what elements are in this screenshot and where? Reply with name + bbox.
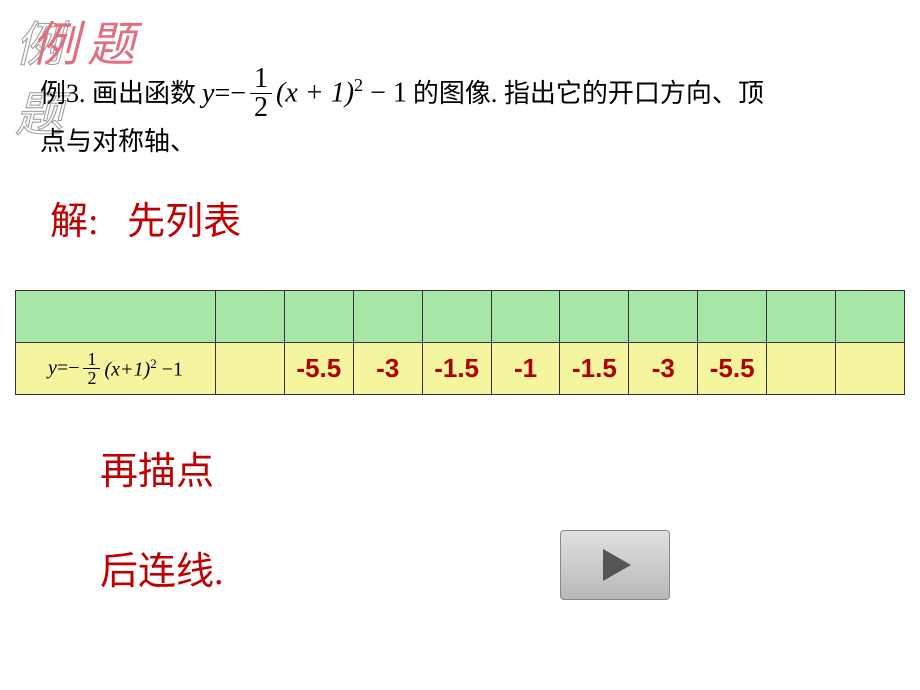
- problem-suffix-1: 的图像. 指出它的开口方向、顶: [413, 74, 764, 113]
- table-cell: -1.5: [434, 353, 479, 383]
- table-cell: -5.5: [710, 353, 755, 383]
- value-table: y = − 1 2 (x+1)2 −1 -5.5 -3 -1.5 -1 -1.5: [15, 290, 905, 395]
- table-cell: -5.5: [296, 353, 341, 383]
- table-cell: -3: [376, 353, 399, 383]
- solution-step-2: 再描点: [100, 440, 214, 495]
- play-icon: [595, 545, 635, 585]
- problem-suffix-2: 点与对称轴、: [40, 122, 900, 161]
- table-header-row: [16, 291, 905, 343]
- solution-step-3: 后连线.: [100, 540, 224, 595]
- table-cell: -1.5: [572, 353, 617, 383]
- table-cell: -3: [652, 353, 675, 383]
- problem-formula: y = − 1 2 (x + 1)2 − 1: [202, 65, 407, 122]
- play-button[interactable]: [560, 530, 670, 600]
- table-data-row: y = − 1 2 (x+1)2 −1 -5.5 -3 -1.5 -1 -1.5: [16, 343, 905, 395]
- solution-heading: 解: 先列表: [50, 190, 241, 245]
- table-cell: -1: [514, 353, 537, 383]
- row-formula: y = − 1 2 (x+1)2 −1: [48, 350, 183, 387]
- problem-statement: 例3. 画出函数 y = − 1 2 (x + 1)2 − 1 的图像. 指出它…: [40, 65, 900, 161]
- problem-prefix: 例3. 画出函数: [40, 74, 196, 113]
